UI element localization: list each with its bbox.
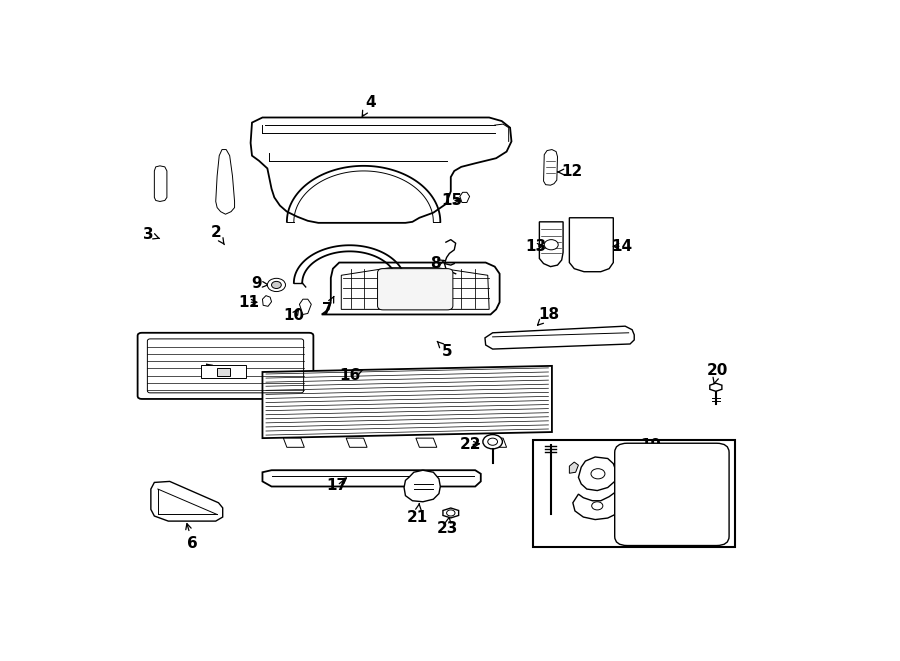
Text: 13: 13: [526, 239, 546, 254]
FancyBboxPatch shape: [615, 444, 729, 545]
Text: 19: 19: [641, 438, 662, 453]
Polygon shape: [570, 462, 579, 473]
Text: 3: 3: [143, 227, 159, 242]
Polygon shape: [155, 166, 166, 202]
Text: 22: 22: [460, 438, 482, 452]
Text: 6: 6: [185, 524, 198, 551]
Text: 7: 7: [322, 296, 334, 317]
Text: 12: 12: [558, 165, 582, 179]
Text: 5: 5: [437, 341, 453, 359]
Circle shape: [488, 438, 498, 446]
Text: 9: 9: [252, 276, 268, 292]
Polygon shape: [250, 118, 511, 223]
Text: 11: 11: [238, 295, 259, 310]
Polygon shape: [573, 492, 623, 520]
Text: 15: 15: [442, 193, 463, 208]
Polygon shape: [300, 299, 311, 315]
Polygon shape: [443, 508, 459, 518]
Polygon shape: [460, 192, 470, 202]
Text: 16: 16: [339, 368, 363, 383]
Text: 4: 4: [362, 95, 376, 116]
Polygon shape: [570, 217, 613, 272]
Text: 10: 10: [284, 309, 304, 323]
Text: 2: 2: [211, 225, 224, 245]
Text: 18: 18: [537, 307, 559, 325]
Circle shape: [544, 240, 558, 250]
Polygon shape: [284, 438, 304, 447]
Polygon shape: [263, 295, 272, 306]
Text: 23: 23: [436, 518, 458, 535]
Polygon shape: [341, 268, 490, 309]
Polygon shape: [151, 481, 222, 521]
Polygon shape: [404, 470, 440, 502]
FancyBboxPatch shape: [378, 268, 453, 310]
Text: 8: 8: [430, 256, 444, 271]
Text: 17: 17: [327, 478, 347, 493]
Bar: [217, 368, 230, 375]
Text: 1: 1: [206, 364, 226, 382]
Polygon shape: [710, 383, 722, 391]
Circle shape: [446, 510, 455, 516]
Text: 20: 20: [707, 363, 729, 384]
Polygon shape: [579, 457, 617, 490]
Polygon shape: [539, 222, 563, 266]
Polygon shape: [544, 149, 557, 185]
Text: 14: 14: [611, 239, 632, 254]
Polygon shape: [416, 438, 436, 447]
Text: 21: 21: [407, 504, 428, 525]
Circle shape: [272, 282, 282, 288]
Polygon shape: [486, 438, 507, 447]
Bar: [201, 366, 247, 378]
FancyBboxPatch shape: [138, 332, 313, 399]
Polygon shape: [485, 326, 634, 349]
Bar: [533, 440, 735, 547]
Polygon shape: [216, 149, 235, 214]
Polygon shape: [346, 438, 367, 447]
Circle shape: [591, 469, 605, 479]
Polygon shape: [322, 262, 500, 315]
Polygon shape: [263, 470, 481, 486]
Polygon shape: [263, 366, 552, 438]
Circle shape: [267, 278, 285, 292]
Circle shape: [591, 502, 603, 510]
Circle shape: [483, 434, 502, 449]
